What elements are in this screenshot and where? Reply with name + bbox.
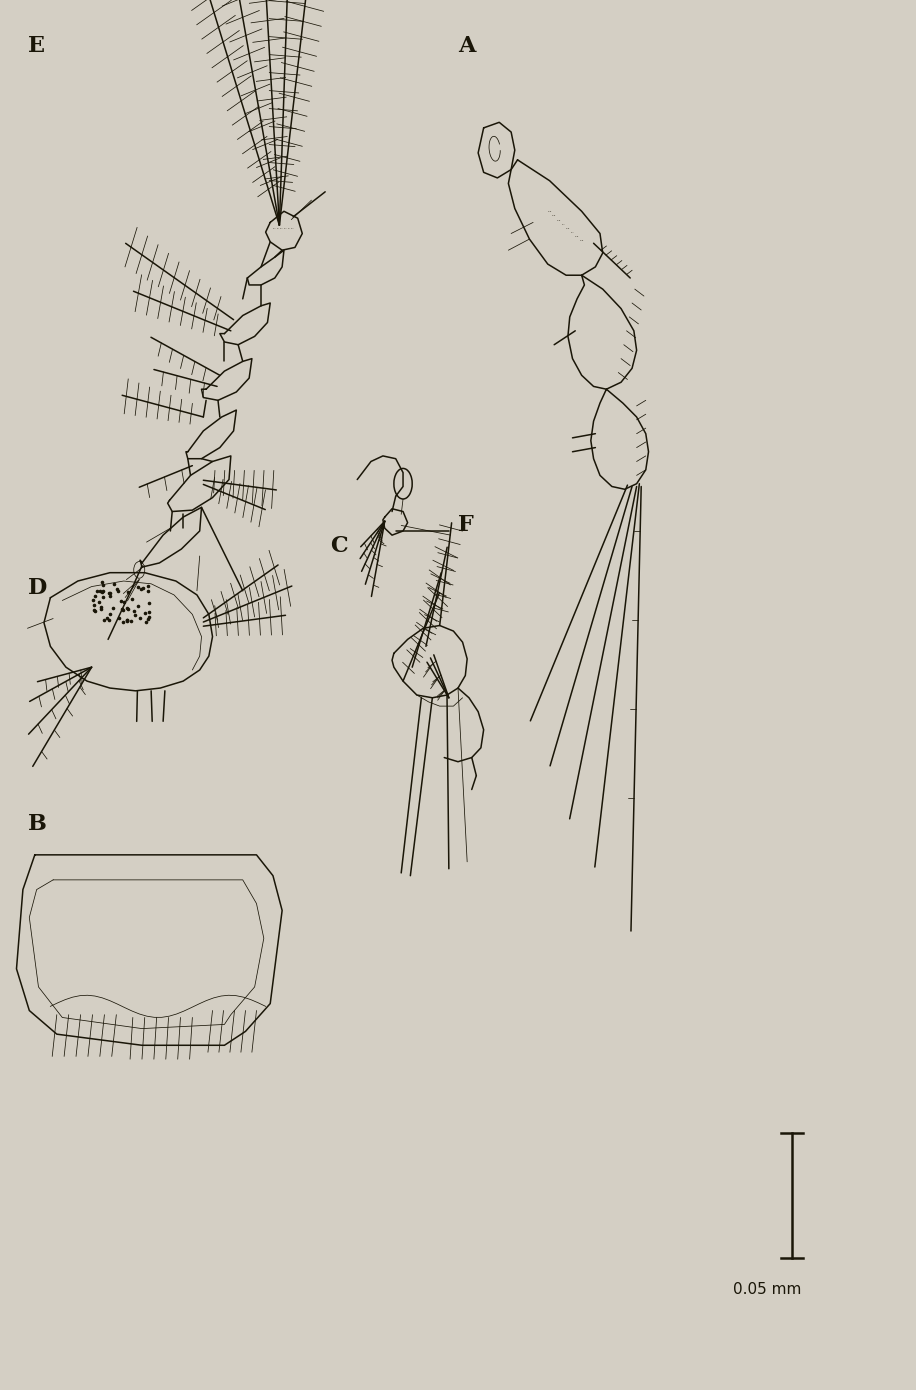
Point: [85, 589, 100, 612]
Text: F: F: [458, 514, 474, 537]
Point: [137, 602, 152, 624]
Point: [114, 598, 129, 620]
Point: [110, 578, 125, 600]
Point: [102, 582, 116, 605]
Point: [134, 578, 148, 600]
Point: [120, 609, 135, 631]
Point: [114, 589, 128, 612]
Point: [95, 574, 110, 596]
Point: [141, 607, 156, 630]
Point: [120, 598, 135, 620]
Point: [86, 594, 101, 616]
Point: [87, 599, 102, 621]
Text: 0.05 mm: 0.05 mm: [733, 1282, 802, 1297]
Point: [90, 580, 104, 602]
Point: [120, 610, 135, 632]
Point: [92, 591, 106, 613]
Point: [93, 598, 108, 620]
Point: [93, 595, 108, 617]
Point: [142, 592, 157, 614]
Point: [94, 581, 109, 603]
Point: [130, 595, 145, 617]
Text: B: B: [27, 813, 47, 835]
Point: [120, 596, 135, 619]
Text: A: A: [458, 35, 475, 57]
Text: E: E: [27, 35, 45, 57]
Point: [112, 607, 126, 630]
Point: [111, 580, 125, 602]
Point: [88, 600, 103, 623]
Point: [115, 599, 130, 621]
Point: [136, 577, 150, 599]
Point: [131, 575, 146, 598]
Text: C: C: [330, 535, 347, 557]
Point: [95, 570, 110, 592]
Point: [120, 609, 135, 631]
Point: [125, 588, 139, 610]
Point: [140, 580, 155, 602]
Point: [100, 607, 114, 630]
Point: [103, 582, 117, 605]
Point: [138, 610, 153, 632]
Point: [142, 602, 157, 624]
Point: [128, 603, 143, 626]
Point: [95, 580, 110, 602]
Point: [142, 606, 157, 628]
Point: [106, 596, 121, 619]
Point: [133, 606, 147, 628]
Text: D: D: [27, 577, 47, 599]
Point: [96, 585, 111, 607]
Point: [121, 581, 136, 603]
Point: [102, 609, 116, 631]
Point: [103, 603, 117, 626]
Point: [117, 591, 132, 613]
Point: [88, 585, 103, 607]
Point: [93, 580, 107, 602]
Point: [141, 574, 156, 596]
Point: [115, 612, 130, 634]
Point: [126, 600, 141, 623]
Point: [97, 609, 112, 631]
Point: [106, 573, 121, 595]
Point: [124, 610, 138, 632]
Point: [103, 585, 117, 607]
